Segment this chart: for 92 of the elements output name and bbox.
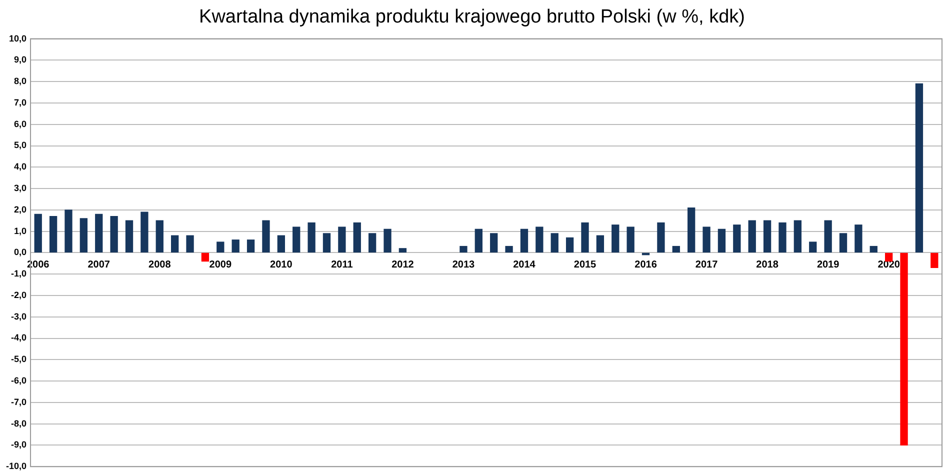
x-tick-label: 2012 [392,259,414,270]
bar [505,246,513,253]
bar [232,240,240,253]
bar [140,212,148,253]
bar [110,216,118,253]
bar [824,220,832,253]
bar [171,235,179,253]
y-tick-label: -8,0 [11,418,27,428]
bar [353,222,361,253]
bar [748,220,756,253]
bar [277,235,286,253]
y-tick-label: -1,0 [11,268,27,279]
x-tick-label: 2013 [452,259,476,270]
bar [672,246,680,253]
bar [262,220,270,253]
bar [338,226,346,253]
y-tick-label: -2,0 [11,290,27,300]
bar [688,207,696,253]
y-tick-label: 8,0 [14,76,27,86]
y-tick-label: -9,0 [11,440,27,450]
bar [398,248,407,253]
y-tick-label: -10,0 [6,461,27,472]
x-tick-label: 2006 [26,259,50,270]
bar [612,224,620,253]
bar [201,252,210,262]
bar [536,226,544,253]
bar [64,210,72,253]
bar [34,214,42,253]
bar [900,252,908,446]
bar [733,224,741,253]
y-tick-label: -5,0 [11,354,27,364]
bar [870,246,878,253]
bar [596,235,604,253]
x-tick-label: 2016 [634,259,658,270]
y-tick-label: -6,0 [11,376,27,386]
chart-title: Kwartalna dynamika produktu krajowego brutto Polski (w %, kdk) [199,6,745,28]
x-tick-label: 2017 [695,259,718,270]
y-tick-label: -4,0 [11,332,27,343]
bar [308,222,316,253]
bar [915,83,924,253]
bar [550,233,558,253]
bar [930,252,938,268]
bar [520,228,528,253]
bar [490,233,498,253]
bar [246,240,255,253]
y-tick-label: 1,0 [14,226,27,236]
bar [216,242,224,253]
bar [718,228,726,253]
y-tick-label: 9,0 [14,54,27,65]
y-tick-label: 10,0 [8,33,27,44]
bar [839,233,848,253]
x-tick-label: 2018 [756,259,779,270]
bar [854,224,862,253]
x-tick-label: 2008 [148,259,172,270]
x-tick-label: 2014 [513,259,536,270]
bar [460,246,468,253]
y-tick-label: 3,0 [14,183,27,194]
x-tick-label: 2011 [331,259,354,270]
bar [384,228,392,253]
y-tick-label: 0,0 [14,247,27,258]
y-tick-label: -3,0 [11,311,27,322]
x-tick-label: 2019 [816,259,840,270]
bar [657,222,665,253]
x-tick-label: 2009 [209,259,232,270]
bar [292,226,300,253]
y-tick-label: 5,0 [14,140,27,150]
bar [809,242,817,253]
bar [626,226,634,253]
y-tick-label: 4,0 [14,162,27,172]
y-tick-label: 6,0 [14,118,27,129]
bar [794,220,802,253]
bar [156,220,164,253]
x-tick-label: 2015 [574,259,597,270]
bar [125,220,134,253]
bar [763,220,772,253]
bar [778,222,786,253]
bar [322,233,331,253]
bar [581,222,589,253]
bar [474,228,482,253]
bar [368,233,376,253]
bar [49,216,58,253]
bar [186,235,194,253]
x-tick-label: 2010 [270,259,293,270]
bar [80,218,88,253]
bar [702,226,710,253]
bar [95,214,103,253]
y-tick-label: 2,0 [14,204,27,214]
bar [566,237,574,253]
x-tick-label: 2007 [88,259,110,270]
bar [885,252,893,262]
y-tick-label: 7,0 [14,97,27,108]
y-tick-label: -7,0 [11,396,27,407]
